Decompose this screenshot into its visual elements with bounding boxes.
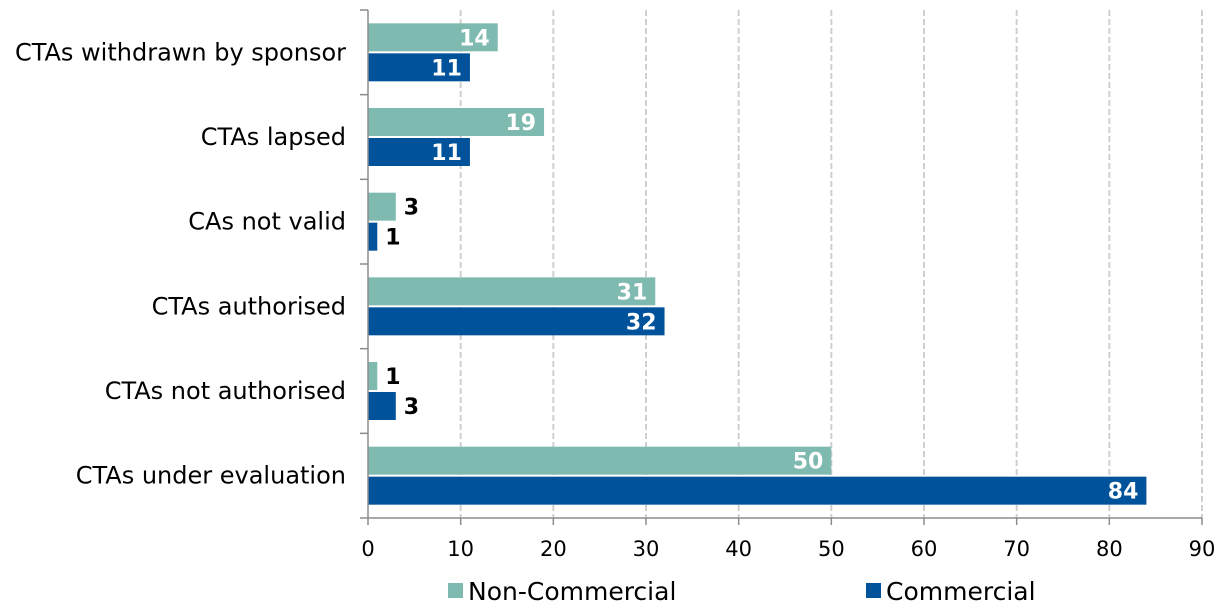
x-tick-label: 30 (633, 537, 660, 561)
category-label: CTAs under evaluation (76, 462, 346, 490)
data-label: 32 (626, 310, 657, 335)
category-label: CTAs withdrawn by sponsor (15, 38, 346, 66)
category-label: CTAs not authorised (105, 377, 346, 405)
data-label: 84 (1108, 480, 1139, 505)
category-label: CTAs authorised (152, 292, 346, 320)
legend-swatch (448, 583, 463, 598)
category-label: CAs not valid (188, 208, 346, 236)
legend-swatch (866, 583, 881, 598)
data-label: 1 (385, 226, 400, 251)
x-tick-label: 50 (818, 537, 845, 561)
bar-commercial (368, 392, 396, 420)
bar-commercial (368, 222, 378, 251)
x-tick-label: 70 (1003, 537, 1030, 561)
axes: 0 10 20 30 40 50 60 70 80 90 (360, 9, 1216, 561)
bar-commercial (368, 476, 1147, 505)
legend: Non-Commercial Commercial (448, 577, 1036, 606)
x-tick-label: 60 (911, 537, 938, 561)
category-label: CTAs lapsed (201, 123, 346, 151)
data-label: 3 (404, 395, 419, 420)
bar-commercial (368, 53, 470, 82)
data-label: 3 (404, 196, 419, 221)
legend-label: Commercial (886, 577, 1036, 606)
bar-commercial (368, 307, 665, 336)
data-label: 11 (431, 141, 462, 166)
bar-non-commercial (368, 192, 396, 221)
x-tick-label: 10 (447, 537, 474, 561)
x-tick-label: 40 (725, 537, 752, 561)
bar-non-commercial (368, 108, 545, 136)
data-label: 50 (793, 450, 824, 475)
bars (368, 23, 1147, 505)
data-label: 31 (617, 280, 648, 305)
bar-non-commercial (368, 23, 498, 52)
bar-non-commercial (368, 446, 832, 475)
x-tick-label: 0 (361, 537, 374, 561)
legend-label: Non-Commercial (468, 577, 676, 606)
data-label: 11 (431, 56, 462, 81)
x-tick-label: 20 (540, 537, 567, 561)
x-tick-label: 90 (1189, 537, 1216, 561)
data-label: 19 (505, 111, 536, 136)
data-label: 14 (459, 26, 490, 51)
gridlines (459, 10, 1203, 518)
bar-non-commercial (368, 362, 378, 390)
x-tick-label: 80 (1096, 537, 1123, 561)
bar-non-commercial (368, 277, 656, 306)
data-label: 1 (385, 365, 400, 390)
bar-commercial (368, 138, 470, 166)
